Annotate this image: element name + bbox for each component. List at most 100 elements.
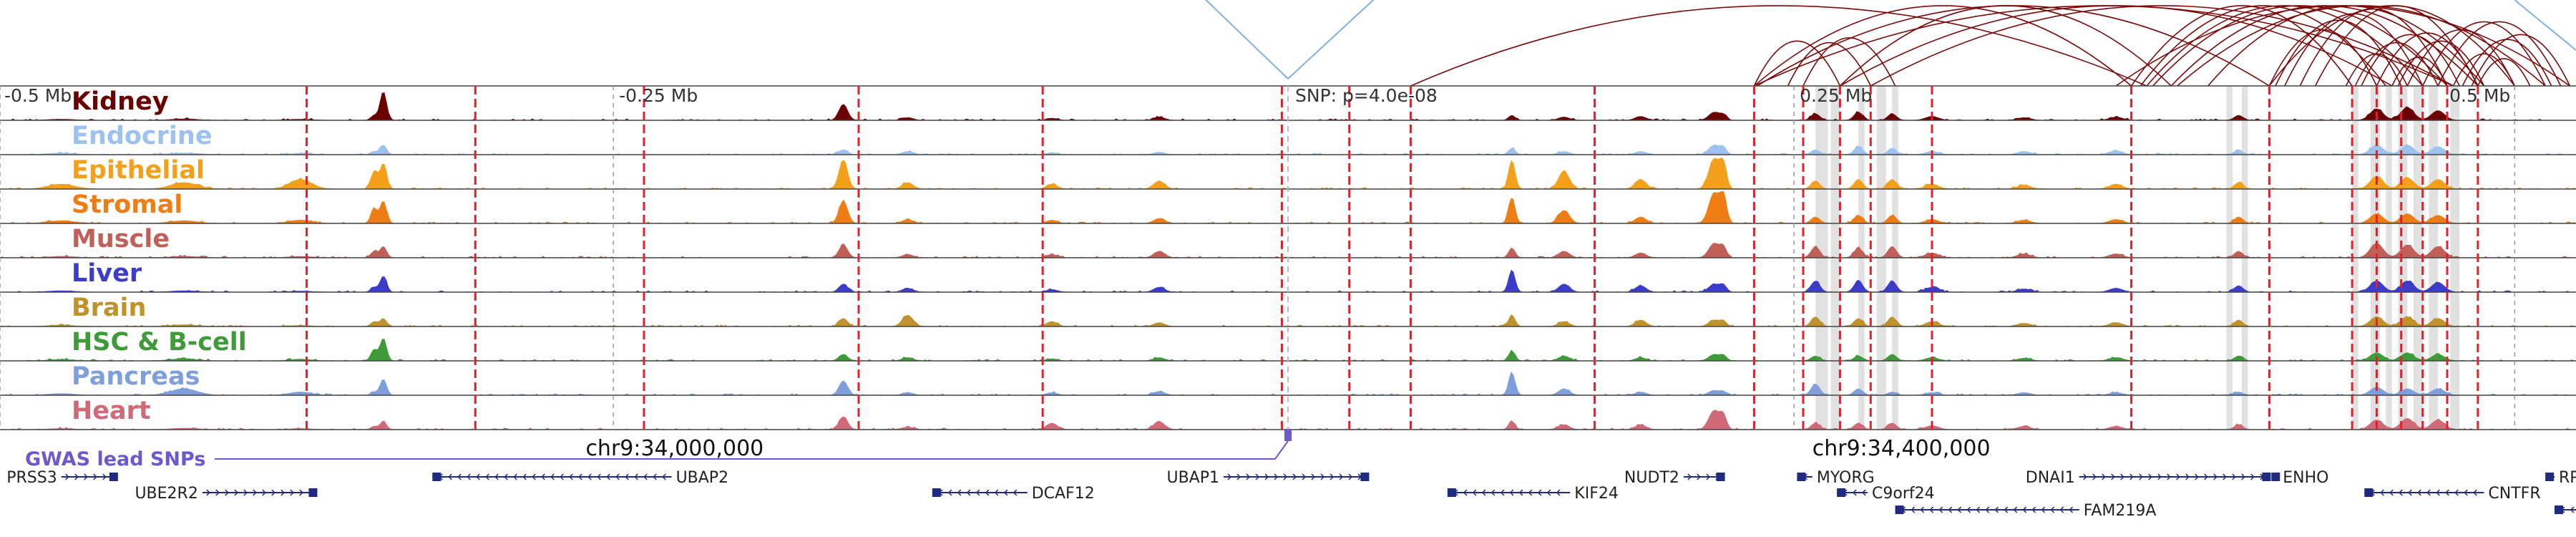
link-arc: [1802, 37, 1896, 87]
gene-exon: [1895, 505, 1904, 514]
gene-prss3: PRSS3: [6, 469, 118, 487]
gene-exon: [432, 473, 441, 481]
strand-arrow: [2111, 473, 2115, 480]
strand-arrow: [587, 473, 592, 480]
strand-arrow: [1528, 489, 1533, 496]
strand-arrow: [2022, 506, 2027, 513]
strand-arrow: [2041, 506, 2046, 513]
strand-arrow: [253, 489, 257, 496]
gene-exon: [1447, 488, 1456, 497]
strand-arrow: [975, 489, 980, 496]
strand-arrow: [84, 473, 88, 480]
link-arc: [2268, 5, 2515, 87]
strand-arrow: [467, 473, 471, 480]
gene-dnai1: DNAI1: [2026, 469, 2271, 487]
strand-arrow: [1537, 489, 1542, 496]
strand-arrow: [1236, 473, 1241, 480]
strand-arrow: [2139, 473, 2143, 480]
strand-arrow: [448, 473, 452, 480]
link-arc: [2152, 5, 2448, 87]
strand-arrow: [2069, 506, 2074, 513]
link-arc: [2471, 34, 2571, 87]
strand-arrow: [994, 489, 999, 496]
strand-arrow: [2129, 473, 2134, 480]
strand-arrow: [947, 489, 952, 496]
axis-tick-label: -0.5 Mb: [4, 85, 72, 106]
link-arc: [1754, 5, 2454, 87]
strand-arrow: [1481, 489, 1486, 496]
strand-arrow: [1292, 473, 1297, 480]
gene-exon: [1716, 473, 1725, 481]
strand-arrow: [1274, 473, 1279, 480]
strand-arrow: [2213, 473, 2218, 480]
strand-arrow: [653, 473, 657, 480]
strand-arrow: [957, 489, 962, 496]
gene-exon: [932, 488, 941, 497]
strand-arrow: [643, 473, 648, 480]
link-arc: [1757, 5, 2270, 87]
strand-arrow: [2436, 489, 2440, 496]
gene-label: C9orf24: [1872, 485, 1935, 503]
strand-arrow: [560, 473, 564, 480]
strand-arrow: [1500, 489, 1505, 496]
coordinate-label: chr9:34,400,000: [1813, 436, 1991, 461]
snp-ld-line: [1204, 0, 1289, 79]
strand-arrow: [569, 473, 573, 480]
gwas-snp-mark: [1284, 430, 1292, 441]
strand-arrow: [1311, 473, 1316, 480]
gene-nudt2: NUDT2: [1624, 469, 1725, 487]
gene-label: FAM219A: [2084, 502, 2157, 520]
strand-arrow: [2445, 489, 2449, 496]
strand-arrow: [1929, 506, 1934, 513]
track-label: Brain: [72, 294, 146, 322]
gene-ube2r2: UBE2R2: [135, 485, 318, 503]
track-label: Endocrine: [72, 122, 213, 150]
link-arc: [2462, 39, 2552, 87]
strand-arrow: [1302, 473, 1307, 480]
link-arc: [1870, 5, 2454, 87]
link-arc: [2437, 21, 2562, 87]
track-label: HSC & B-cell: [72, 328, 247, 357]
marker-line-layer: [306, 86, 2479, 430]
link-arc: [2361, 34, 2460, 87]
gene-exon: [109, 473, 118, 481]
strand-arrow: [2176, 473, 2180, 480]
strand-arrow: [1509, 489, 1514, 496]
strand-arrow: [1013, 489, 1018, 496]
snp-layer: SNP: p=4.0e-08 GWAS lead SNPs: [25, 0, 2576, 470]
track-label: Pancreas: [72, 362, 200, 391]
axis-tick-label: -0.25 Mb: [619, 85, 698, 106]
strand-arrow: [504, 473, 508, 480]
strand-arrow: [2167, 473, 2171, 480]
link-arc: [2391, 57, 2448, 87]
strand-arrow: [494, 473, 499, 480]
strand-arrow: [1348, 473, 1353, 480]
strand-arrow: [1957, 506, 1962, 513]
strand-arrow: [1463, 489, 1468, 496]
strand-arrow: [1706, 473, 1710, 480]
strand-arrow: [262, 489, 266, 496]
strand-arrow: [1687, 473, 1692, 480]
strand-arrow: [1320, 473, 1325, 480]
strand-arrow: [2102, 473, 2106, 480]
strand-arrow: [606, 473, 610, 480]
link-arc: [2421, 21, 2546, 87]
strand-arrow: [93, 473, 97, 480]
link-arc: [1753, 5, 2132, 87]
strand-arrow: [1246, 473, 1251, 480]
track-label: Kidney: [72, 87, 169, 116]
strand-arrow: [243, 489, 248, 496]
strand-arrow: [1472, 489, 1477, 496]
link-arc: [2140, 5, 2386, 87]
link-arc: [2115, 5, 2570, 87]
strand-arrow: [2013, 506, 2018, 513]
strand-arrow: [2083, 473, 2087, 480]
gene-ubap1: UBAP1: [1166, 469, 1370, 487]
strand-arrow: [2092, 473, 2097, 480]
gene-exon: [2271, 473, 2280, 481]
strand-arrow: [2004, 506, 2009, 513]
strand-arrow: [2454, 489, 2459, 496]
strand-arrow: [1994, 506, 1999, 513]
strand-arrow: [985, 489, 990, 496]
strand-arrow: [2570, 506, 2575, 513]
